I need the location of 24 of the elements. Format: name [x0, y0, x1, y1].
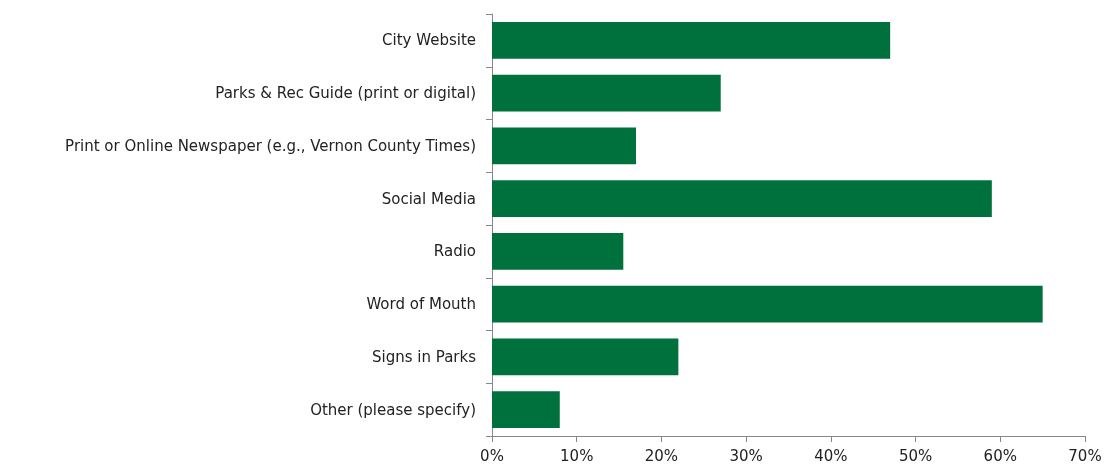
- y-tick-label: Signs in Parks: [372, 347, 477, 366]
- x-tick-label: 50%: [898, 446, 933, 465]
- y-tick-label: Parks & Rec Guide (print or digital): [215, 84, 476, 103]
- bar: [492, 127, 637, 165]
- x-tick-label: 20%: [644, 446, 679, 465]
- bar: [492, 180, 992, 218]
- y-tick-label: Word of Mouth: [366, 295, 476, 314]
- y-tick-label: Radio: [433, 242, 476, 261]
- bar: [492, 74, 721, 112]
- y-tick-label: City Website: [382, 31, 476, 50]
- y-tick-label: Social Media: [381, 189, 476, 208]
- x-tick-label: 0%: [480, 446, 504, 465]
- bar: [492, 21, 891, 59]
- bar: [492, 232, 624, 270]
- y-tick-label: Print or Online Newspaper (e.g., Vernon County Times): [65, 136, 476, 155]
- bar: [492, 338, 679, 376]
- x-tick-label: 40%: [814, 446, 848, 465]
- y-tick-label: Other (please specify): [310, 400, 476, 419]
- x-tick-label: 60%: [983, 446, 1017, 465]
- x-tick-label: 30%: [729, 446, 763, 465]
- x-tick-label: 10%: [560, 446, 594, 465]
- x-tick-label: 70%: [1068, 446, 1102, 465]
- bar: [492, 285, 1043, 323]
- bar: [492, 391, 560, 429]
